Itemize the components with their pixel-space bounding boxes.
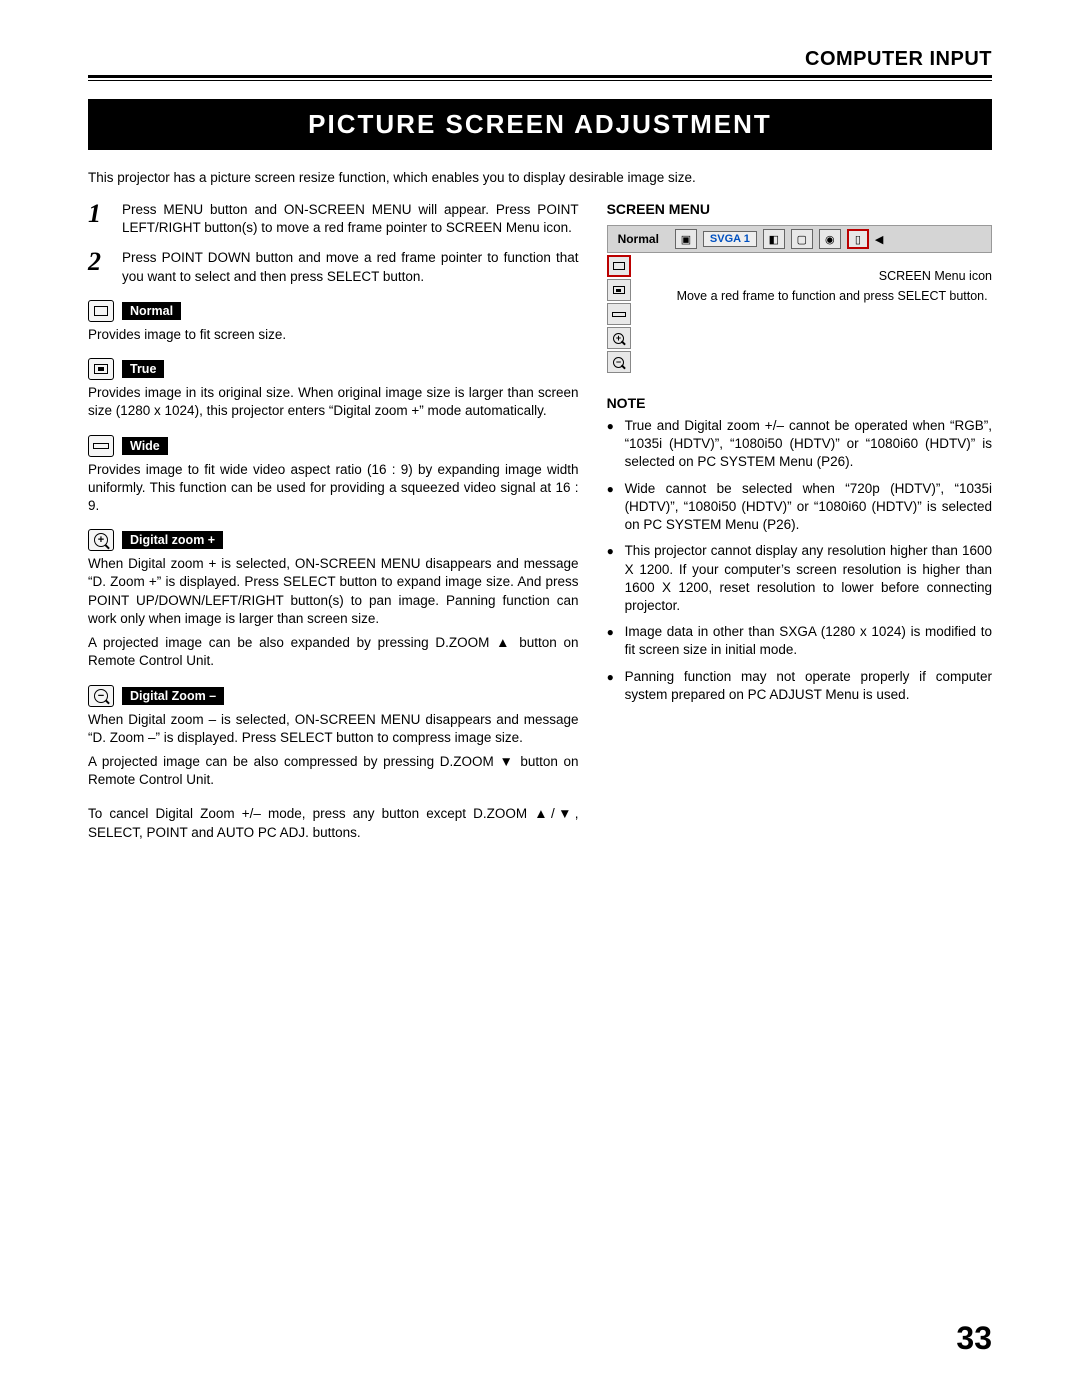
step-2: 2 Press POINT DOWN button and move a red… bbox=[88, 249, 579, 285]
menu-top-bar: Normal ▣ SVGA 1 ◧ ▢ ◉ ▯ ◀ bbox=[607, 225, 992, 253]
mode-true: True Provides image in its original size… bbox=[88, 358, 579, 420]
menu-icon: ◧ bbox=[763, 229, 785, 249]
mode-normal: Normal Provides image to fit screen size… bbox=[88, 300, 579, 344]
screen-menu-panel: Normal ▣ SVGA 1 ◧ ▢ ◉ ▯ ◀ + − SCREEN Men bbox=[607, 225, 992, 373]
mode-label: Wide bbox=[122, 437, 168, 455]
right-column: SCREEN MENU Normal ▣ SVGA 1 ◧ ▢ ◉ ▯ ◀ + … bbox=[607, 201, 992, 842]
side-normal-icon bbox=[607, 255, 631, 277]
page-title: PICTURE SCREEN ADJUSTMENT bbox=[88, 99, 992, 150]
menu-side-icons: + − bbox=[607, 255, 633, 373]
mode-label: True bbox=[122, 360, 164, 378]
header-rule bbox=[88, 75, 992, 81]
note-title: NOTE bbox=[607, 395, 992, 411]
mode-desc: When Digital zoom – is selected, ON-SCRE… bbox=[88, 711, 579, 747]
intro-text: This projector has a picture screen resi… bbox=[88, 170, 992, 185]
zoom-minus-icon: − bbox=[88, 685, 114, 707]
mode-desc: A projected image can be also expanded b… bbox=[88, 634, 579, 670]
zoom-plus-icon: + bbox=[88, 529, 114, 551]
mode-zoom-minus: − Digital Zoom – When Digital zoom – is … bbox=[88, 685, 579, 790]
screen-menu-title: SCREEN MENU bbox=[607, 201, 992, 217]
svga-label: SVGA 1 bbox=[703, 231, 757, 247]
mode-label: Digital zoom + bbox=[122, 531, 223, 549]
menu-icon: ◉ bbox=[819, 229, 841, 249]
note-item: This projector cannot display any resolu… bbox=[607, 542, 992, 615]
wide-icon bbox=[88, 435, 114, 457]
menu-top-label: Normal bbox=[618, 232, 659, 246]
step-number: 2 bbox=[88, 249, 110, 285]
step-text: Press MENU button and ON-SCREEN MENU wil… bbox=[122, 201, 579, 237]
mode-desc: Provides image to fit screen size. bbox=[88, 326, 579, 344]
page-number: 33 bbox=[956, 1320, 992, 1357]
normal-icon bbox=[88, 300, 114, 322]
menu-icon: ▢ bbox=[791, 229, 813, 249]
step-number: 1 bbox=[88, 201, 110, 237]
note-item: Image data in other than SXGA (1280 x 10… bbox=[607, 623, 992, 659]
menu-icon: ▣ bbox=[675, 229, 697, 249]
callout-screen-menu-icon: SCREEN Menu icon bbox=[633, 269, 992, 283]
mode-zoom-plus: + Digital zoom + When Digital zoom + is … bbox=[88, 529, 579, 670]
mode-desc: Provides image in its original size. Whe… bbox=[88, 384, 579, 420]
mode-wide: Wide Provides image to fit wide video as… bbox=[88, 435, 579, 516]
mode-label: Normal bbox=[122, 302, 181, 320]
note-item: Panning function may not operate properl… bbox=[607, 668, 992, 704]
callout-move-frame: Move a red frame to function and press S… bbox=[677, 289, 992, 303]
section-header: COMPUTER INPUT bbox=[88, 48, 992, 71]
arrow-icon: ◀ bbox=[875, 233, 883, 246]
step-1: 1 Press MENU button and ON-SCREEN MENU w… bbox=[88, 201, 579, 237]
side-zoom-minus-icon: − bbox=[607, 351, 631, 373]
mode-label: Digital Zoom – bbox=[122, 687, 224, 705]
note-item: True and Digital zoom +/– cannot be oper… bbox=[607, 417, 992, 472]
screen-menu-icon: ▯ bbox=[847, 229, 869, 249]
mode-desc: When Digital zoom + is selected, ON-SCRE… bbox=[88, 555, 579, 628]
cancel-note: To cancel Digital Zoom +/– mode, press a… bbox=[88, 805, 579, 841]
note-list: True and Digital zoom +/– cannot be oper… bbox=[607, 417, 992, 704]
side-wide-icon bbox=[607, 303, 631, 325]
left-column: 1 Press MENU button and ON-SCREEN MENU w… bbox=[88, 201, 579, 842]
side-true-icon bbox=[607, 279, 631, 301]
step-text: Press POINT DOWN button and move a red f… bbox=[122, 249, 579, 285]
side-zoom-plus-icon: + bbox=[607, 327, 631, 349]
mode-desc: A projected image can be also compressed… bbox=[88, 753, 579, 789]
true-icon bbox=[88, 358, 114, 380]
note-item: Wide cannot be selected when “720p (HDTV… bbox=[607, 480, 992, 535]
mode-desc: Provides image to fit wide video aspect … bbox=[88, 461, 579, 516]
